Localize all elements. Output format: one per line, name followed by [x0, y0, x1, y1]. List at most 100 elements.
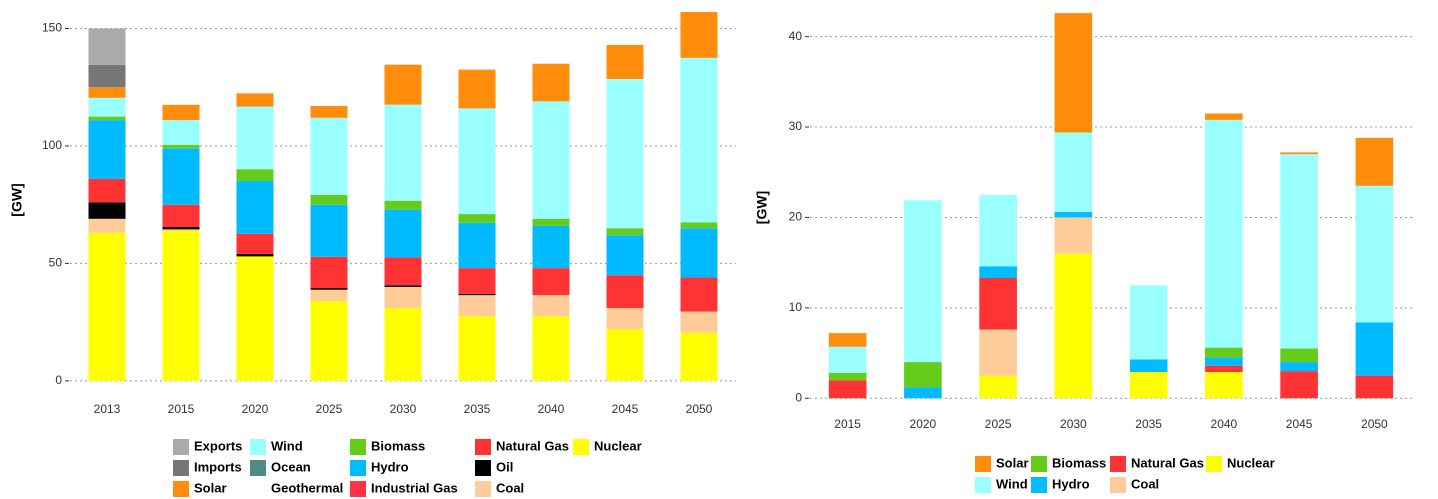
legend-key — [475, 481, 491, 497]
bar-segment — [680, 12, 718, 58]
bar-segment — [606, 44, 644, 80]
bar-segment — [458, 316, 496, 381]
legend-key — [250, 460, 266, 476]
bar-segment — [979, 194, 1017, 267]
x-tick-label: 2025 — [985, 417, 1012, 431]
y-tick-label: 40 — [789, 29, 803, 43]
bar-segment — [458, 108, 496, 215]
legend-label: Wind — [271, 438, 303, 453]
x-tick-label: 2020 — [910, 417, 937, 431]
legend-label: Geothermal — [271, 480, 343, 495]
bar-segment — [310, 289, 348, 302]
legend-key — [1206, 456, 1222, 472]
bar-segment — [606, 308, 644, 330]
bar-segment — [1129, 359, 1168, 373]
bar-segment — [162, 104, 200, 121]
legend-label: Natural Gas — [496, 438, 569, 453]
bar-segment — [162, 204, 200, 228]
legend-label: Hydro — [1052, 476, 1090, 491]
bar-segment — [88, 116, 126, 121]
bar-segment — [532, 101, 570, 219]
legend-key — [350, 481, 366, 497]
bar-segment — [236, 254, 274, 257]
bar-segment — [979, 278, 1017, 330]
bar-segment — [88, 87, 126, 98]
bar-segment — [532, 63, 570, 102]
legend-key — [1031, 477, 1047, 493]
bar-segment — [532, 316, 570, 381]
legend-label: Industrial Gas — [371, 480, 458, 495]
bar-segment — [680, 222, 718, 229]
legend-key — [173, 439, 189, 455]
legend-key — [250, 439, 266, 455]
bar-segment — [680, 311, 718, 333]
bar-segment — [236, 93, 274, 107]
x-tick-label: 2015 — [834, 417, 861, 431]
bar-segment — [1280, 348, 1318, 363]
bar-segment — [1280, 371, 1318, 399]
legend-key — [475, 439, 491, 455]
y-tick-label: 10 — [789, 300, 803, 314]
bar-segment — [606, 235, 644, 276]
x-tick-label: 2013 — [94, 402, 121, 416]
bar-segment — [680, 228, 718, 278]
y-tick-label: 30 — [789, 119, 803, 133]
bar-segment — [1205, 347, 1243, 358]
bar-segment — [1355, 322, 1394, 376]
legend-label: Solar — [996, 455, 1029, 470]
bar-segment — [310, 256, 348, 289]
bar-segment — [904, 200, 942, 363]
bar-segment — [979, 375, 1017, 399]
y-tick-label: 0 — [55, 373, 62, 387]
bar-segment — [162, 230, 200, 381]
bar-segment — [606, 275, 644, 309]
bar-segment — [1355, 137, 1394, 186]
x-tick-label: 2050 — [1361, 417, 1388, 431]
y-tick-label: 100 — [42, 138, 62, 152]
bar-segment — [384, 209, 422, 258]
bar-segment — [162, 229, 200, 231]
bar-segment — [162, 144, 200, 149]
bar-segment — [162, 120, 200, 145]
bar-segment — [1205, 372, 1243, 399]
bar-segment — [680, 332, 718, 381]
bar-segment — [979, 329, 1017, 376]
bar-segment — [1280, 154, 1318, 349]
legend-key — [173, 481, 189, 497]
x-tick-label: 2040 — [538, 402, 565, 416]
legend-label: Oil — [496, 459, 513, 474]
legend-label: Solar — [194, 480, 227, 495]
bar-segment — [310, 117, 348, 195]
bar-segment — [236, 233, 274, 255]
legend-label: Biomass — [1052, 455, 1106, 470]
y-axis-label: [GW] — [9, 183, 25, 216]
bar-segment — [236, 106, 274, 170]
bar-segment — [1054, 253, 1093, 399]
legend-key — [173, 460, 189, 476]
bar-segment — [310, 301, 348, 381]
x-tick-label: 2035 — [1135, 417, 1162, 431]
x-tick-label: 2040 — [1211, 417, 1238, 431]
bar-segment — [828, 380, 867, 399]
x-tick-label: 2030 — [1060, 417, 1087, 431]
y-tick-label: 0 — [795, 390, 802, 404]
bar-segment — [384, 64, 422, 105]
x-tick-label: 2015 — [168, 402, 195, 416]
y-tick-label: 20 — [789, 210, 803, 224]
bar-segment — [606, 228, 644, 236]
bar-segment — [606, 329, 644, 381]
bar-segment — [1355, 375, 1394, 399]
bar-segment — [384, 285, 422, 287]
bar-segment — [88, 64, 126, 88]
bar-segment — [1355, 185, 1394, 323]
bar-segment — [384, 257, 422, 286]
x-tick-label: 2020 — [242, 402, 269, 416]
legend-label: Imports — [194, 459, 242, 474]
legend-key — [975, 456, 991, 472]
bar-segment — [458, 295, 496, 317]
legend-key — [975, 477, 991, 493]
bar-segment — [88, 178, 126, 203]
bar-segment — [458, 268, 496, 294]
bar-segment — [979, 266, 1017, 279]
